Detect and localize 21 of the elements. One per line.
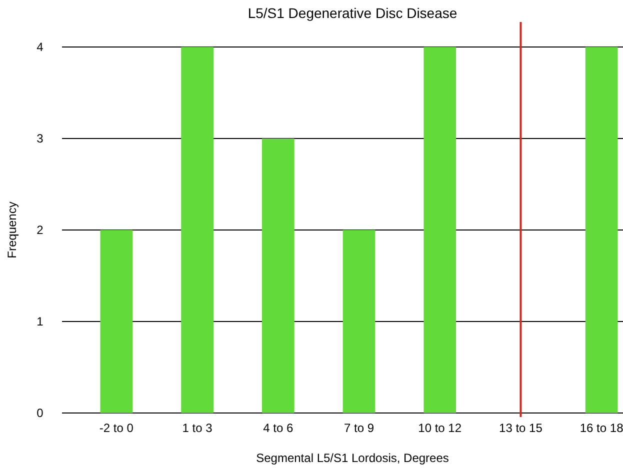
x-tick-label: 10 to 12 bbox=[418, 421, 462, 435]
x-tick-label: 7 to 9 bbox=[344, 421, 374, 435]
x-tick-label: 4 to 6 bbox=[263, 421, 294, 435]
x-tick-label: 13 to 15 bbox=[499, 421, 543, 435]
bar bbox=[342, 230, 376, 413]
y-tick-label: 3 bbox=[36, 132, 44, 146]
x-axis-title: Segmental L5/S1 Lordosis, Degrees bbox=[256, 451, 449, 465]
bar bbox=[424, 47, 456, 413]
y-tick-label: 1 bbox=[36, 314, 44, 329]
bar bbox=[262, 138, 294, 413]
bar bbox=[181, 47, 214, 413]
y-tick-label: 4 bbox=[36, 40, 44, 54]
bar bbox=[585, 47, 618, 413]
x-tick-label: -2 to 0 bbox=[99, 421, 134, 435]
y-tick-label: 0 bbox=[36, 406, 44, 420]
bar bbox=[100, 230, 133, 413]
y-axis-title: Frequency bbox=[5, 202, 19, 258]
x-tick-label: 16 to 18 bbox=[580, 421, 623, 435]
x-tick-label: 1 to 3 bbox=[182, 421, 213, 435]
y-tick-label: 2 bbox=[36, 223, 44, 238]
chart-title: L5/S1 Degenerative Disc Disease bbox=[248, 5, 458, 21]
